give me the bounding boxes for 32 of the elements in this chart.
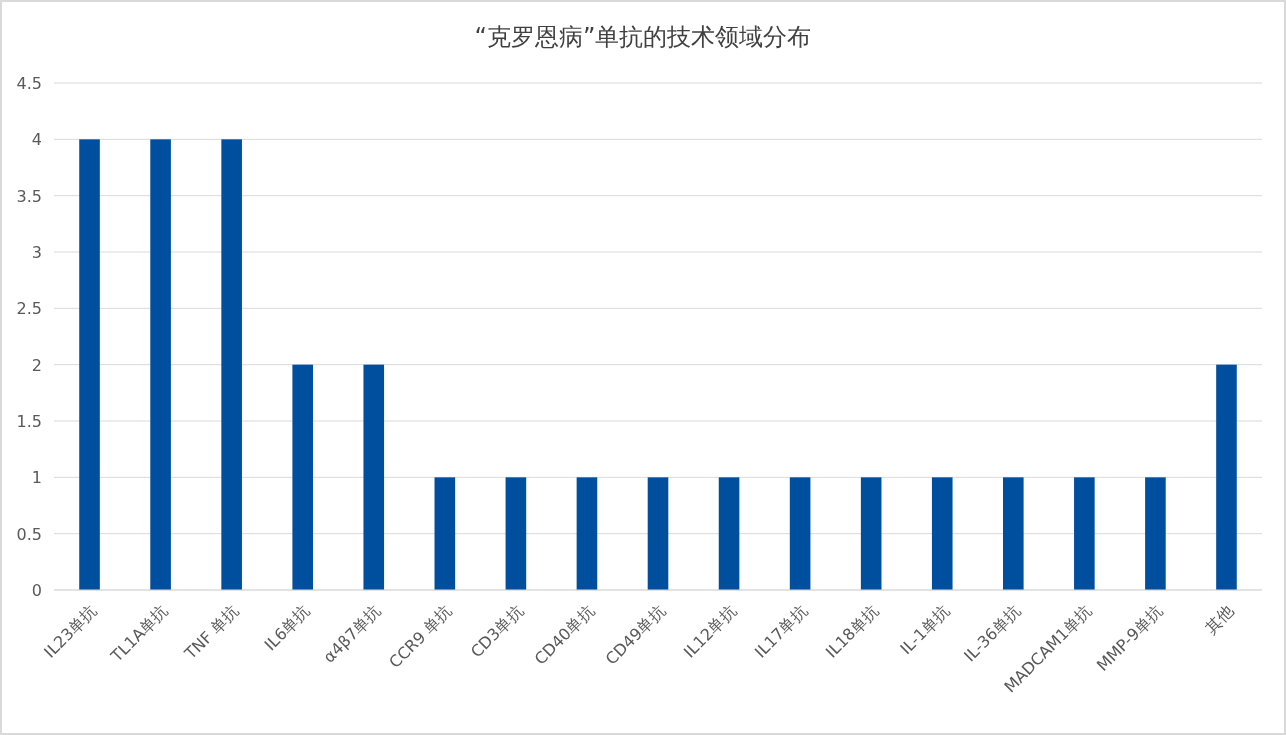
bar [718,477,740,590]
bar [79,139,100,590]
y-tick-label: 4.5 [16,74,42,93]
bar [1074,477,1095,590]
bar [647,477,669,590]
y-tick-label: 2.5 [16,299,42,319]
bar [434,477,456,590]
y-tick-label: 3.5 [16,186,42,206]
x-tick-label: IL6单抗 [260,601,314,655]
bar [292,364,314,590]
bar [789,477,811,590]
y-tick-label: 4 [31,130,42,150]
y-tick-label: 1.5 [16,412,42,431]
bar [1002,477,1024,590]
bar [1145,477,1166,590]
bar [363,364,385,590]
bar [576,477,598,590]
bar [860,477,882,590]
bar [150,139,171,590]
chart-title: “克罗恩病”单抗的技术领域分布 [474,23,812,51]
y-tick-label: 1 [31,468,42,488]
bar [505,477,527,590]
y-tick-label: 2 [31,355,42,375]
x-tick-label: TNF 单抗 [180,601,243,664]
x-tick-label: 其他 [1201,601,1238,638]
y-tick-label: 3 [31,243,42,262]
bar [1216,364,1237,590]
bar [931,477,953,590]
bar [221,139,242,590]
x-tick-label: IL-1单抗 [896,601,954,659]
y-tick-label: 0.5 [16,524,42,544]
y-tick-label: 0 [31,581,42,600]
